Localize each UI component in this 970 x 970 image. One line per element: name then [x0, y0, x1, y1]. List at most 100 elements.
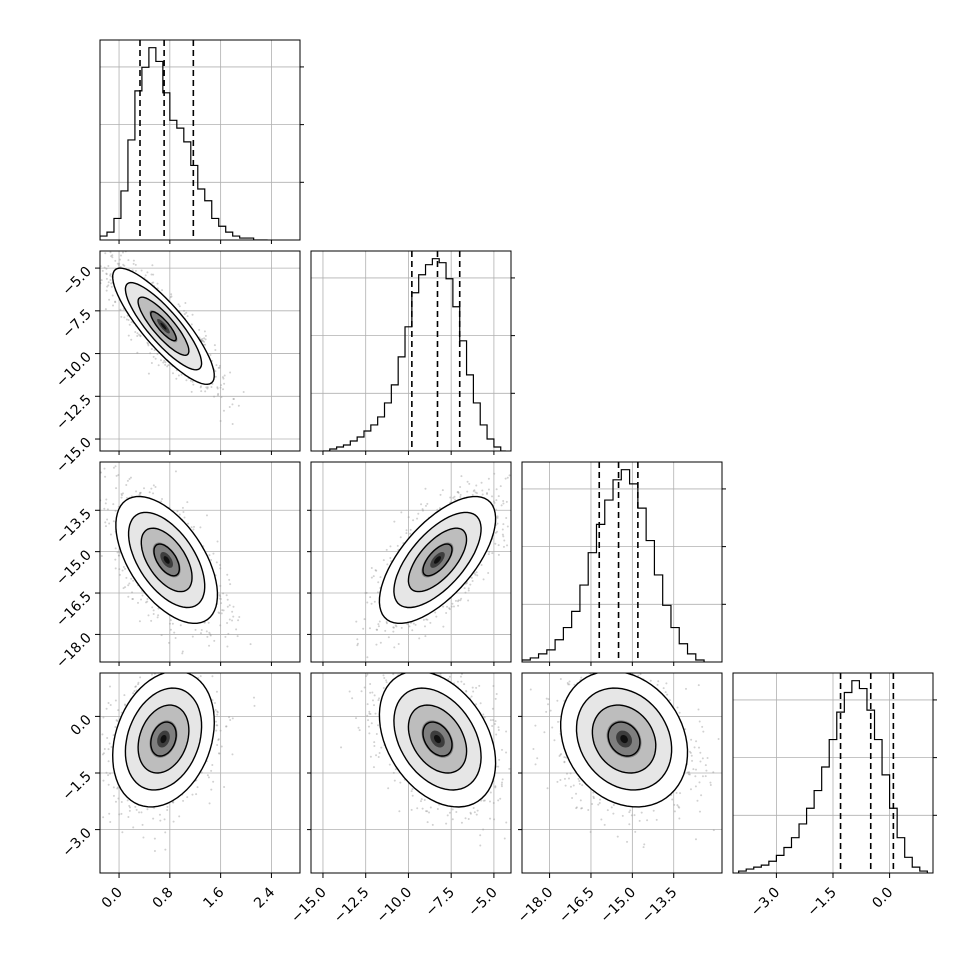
sample-point	[109, 279, 112, 282]
sample-point	[495, 488, 498, 491]
sample-point	[143, 487, 146, 490]
sample-point	[189, 379, 192, 382]
sample-point	[373, 600, 376, 603]
sample-point	[495, 499, 498, 502]
sample-point	[156, 282, 159, 285]
sample-point	[152, 609, 155, 612]
sample-point	[121, 569, 124, 572]
sample-point	[442, 625, 445, 628]
sample-point	[103, 266, 106, 269]
sample-point	[114, 800, 117, 803]
sample-point	[412, 622, 415, 625]
sample-point	[511, 494, 513, 496]
sample-point	[114, 547, 117, 550]
sample-point	[106, 518, 109, 521]
sample-point	[222, 409, 225, 412]
sample-point	[451, 602, 454, 605]
sample-point	[107, 284, 110, 287]
sample-point	[163, 818, 166, 821]
sample-point	[134, 269, 137, 272]
sample-point	[101, 733, 104, 736]
sample-point	[104, 252, 107, 255]
density-1-0	[91, 251, 245, 425]
sample-point	[454, 599, 457, 602]
histogram-step-2	[522, 469, 705, 662]
sample-point	[152, 273, 155, 276]
sample-point	[435, 615, 438, 618]
sample-point	[161, 289, 164, 292]
sample-point	[157, 607, 160, 610]
sample-point	[123, 264, 126, 267]
sample-point	[171, 645, 173, 647]
sample-point	[91, 282, 93, 284]
sample-point	[417, 512, 420, 515]
sample-point	[210, 788, 213, 791]
sample-point	[217, 366, 220, 369]
sample-point	[131, 597, 134, 600]
sample-point	[236, 635, 239, 638]
sample-point	[128, 477, 131, 480]
sample-point	[392, 626, 395, 629]
sample-point	[177, 303, 180, 306]
sample-point	[107, 701, 110, 704]
sample-point	[94, 759, 96, 761]
sample-point	[500, 504, 503, 507]
sample-point	[170, 293, 173, 296]
sample-point	[238, 616, 241, 619]
sample-point	[482, 578, 485, 581]
sample-point	[111, 294, 114, 297]
sample-point	[107, 760, 110, 763]
sample-point	[409, 528, 412, 531]
sample-point	[203, 337, 206, 340]
sample-point	[476, 574, 479, 577]
sample-point	[177, 374, 180, 377]
sample-point	[119, 254, 122, 257]
sample-point	[160, 634, 163, 637]
sample-point	[129, 476, 132, 479]
sample-point	[202, 339, 205, 342]
sample-point	[506, 544, 509, 547]
sample-point	[369, 596, 372, 599]
sample-point	[487, 553, 490, 556]
sample-point	[117, 709, 120, 712]
grid-3-3	[733, 673, 933, 873]
sample-point	[135, 490, 138, 493]
sample-point	[363, 618, 366, 621]
sample-point	[152, 817, 155, 820]
contour-line-2	[124, 281, 203, 371]
sample-point	[105, 771, 108, 774]
sample-point	[192, 528, 195, 531]
sample-point	[118, 258, 121, 261]
sample-point	[420, 503, 423, 506]
sample-point	[502, 502, 505, 505]
sample-point	[167, 364, 170, 367]
sample-point	[216, 724, 219, 727]
density-fill-5	[160, 322, 167, 330]
sample-point	[400, 511, 403, 514]
sample-point	[370, 576, 373, 579]
sample-point	[150, 673, 153, 676]
sample-point	[114, 509, 117, 512]
sample-point	[228, 618, 231, 621]
sample-point	[115, 474, 118, 477]
sample-point	[220, 384, 223, 387]
sample-point	[157, 364, 160, 367]
sample-point	[217, 392, 220, 395]
sample-point	[185, 379, 188, 382]
sample-point	[130, 321, 133, 324]
sample-point	[203, 330, 206, 333]
sample-point	[105, 289, 108, 292]
sample-point	[151, 606, 154, 609]
sample-point	[206, 635, 209, 638]
sample-point	[207, 621, 210, 624]
sample-point	[156, 616, 159, 619]
sample-point	[131, 591, 134, 594]
sample-point	[192, 383, 195, 386]
contour-line-2	[393, 511, 482, 609]
sample-point	[190, 390, 193, 393]
sample-point	[496, 516, 499, 519]
sample-point	[375, 643, 378, 646]
sample-point	[128, 582, 131, 585]
sample-point	[412, 519, 415, 522]
